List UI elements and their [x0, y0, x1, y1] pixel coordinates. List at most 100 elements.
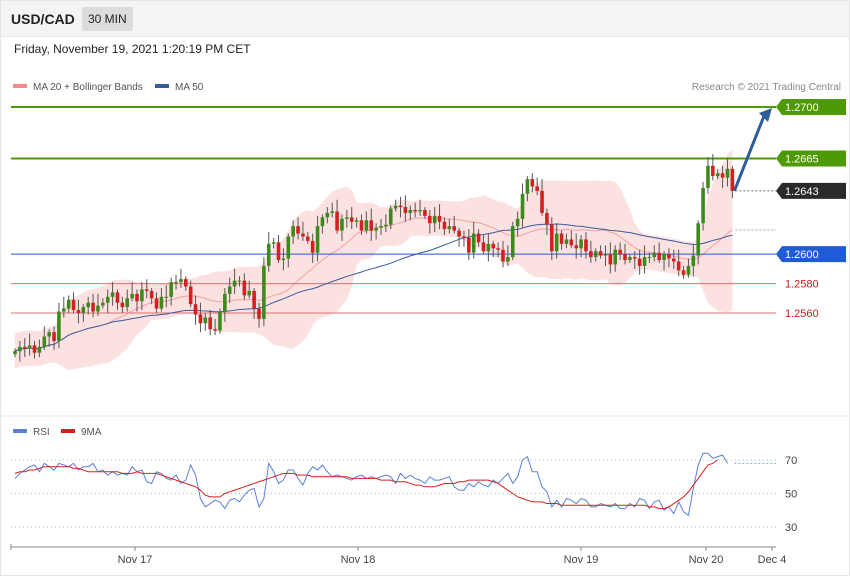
candle-body	[354, 220, 359, 222]
candle-body	[637, 258, 642, 266]
candle-body	[593, 251, 598, 258]
candle-body	[652, 252, 657, 258]
candle-body	[423, 210, 427, 216]
candle-body	[720, 173, 725, 178]
candle-body	[530, 179, 535, 187]
legend-label-0: MA 20 + Bollinger Bands	[33, 82, 143, 93]
candle-body	[476, 233, 481, 243]
candle-body	[535, 186, 539, 191]
candle-body	[608, 254, 613, 265]
ma20-line	[14, 217, 733, 352]
candle-body	[657, 252, 661, 261]
candle-body	[667, 254, 671, 259]
candle-body	[340, 218, 344, 231]
candle-body	[276, 242, 281, 261]
candle-body	[569, 239, 574, 246]
candle-body	[203, 317, 208, 324]
candle-body	[672, 258, 676, 262]
level-tag-0	[776, 99, 846, 115]
candle-body	[159, 296, 164, 309]
toolbar: USD/CAD 30 MIN	[0, 0, 850, 37]
timeframe-button[interactable]: 30 MIN	[82, 7, 133, 31]
candle-body	[223, 293, 227, 312]
x-tick-label-2: Nov 19	[564, 554, 599, 566]
candle-body	[13, 351, 17, 355]
candle-body	[105, 296, 110, 303]
level-label-3: 1.2600	[785, 249, 819, 261]
candle-body	[452, 226, 456, 231]
candle-body	[696, 223, 700, 256]
candle-body	[359, 220, 364, 231]
candle-body	[388, 208, 393, 225]
candle-body	[730, 168, 735, 191]
rsi-level-label-1: 50	[785, 489, 797, 501]
candle-body	[149, 290, 154, 299]
level-label-5: 1.2560	[785, 308, 819, 320]
candle-body	[403, 207, 408, 213]
candle-body	[330, 211, 334, 213]
candle-body	[501, 249, 505, 262]
level-tag-2	[776, 182, 846, 199]
candle-body	[242, 280, 247, 296]
candle-body	[706, 165, 710, 188]
candle-body	[291, 226, 295, 237]
rsi-ma-line	[14, 459, 719, 510]
candle-body	[184, 279, 188, 287]
candle-body	[32, 345, 37, 353]
x-tick-label-0: Nov 17	[118, 554, 153, 566]
candle-body	[135, 293, 139, 302]
candle-body	[115, 292, 120, 303]
candle-body	[154, 298, 159, 309]
candle-body	[120, 302, 125, 308]
candle-body	[515, 218, 520, 227]
candle-body	[686, 265, 691, 275]
candle-body	[681, 270, 686, 275]
candle-body	[496, 248, 500, 250]
candle-body	[408, 210, 413, 213]
candle-body	[62, 308, 66, 312]
candle-body	[86, 302, 90, 308]
candle-body	[579, 239, 583, 249]
candle-body	[101, 302, 105, 306]
candle-body	[301, 233, 305, 237]
candle-body	[379, 226, 383, 228]
candle-body	[462, 236, 466, 238]
candle-body	[76, 310, 81, 313]
level-tag-1	[776, 150, 846, 167]
candle-body	[613, 249, 618, 265]
rsi-legend-label-0: RSI	[33, 427, 50, 438]
candle-body	[169, 282, 173, 297]
legend-label-1: MA 50	[175, 82, 204, 93]
candle-body	[232, 280, 237, 287]
candle-body	[18, 346, 22, 352]
forecast-arrow	[732, 115, 766, 192]
candle-body	[447, 226, 452, 230]
candle-body	[384, 224, 388, 227]
candle-body	[369, 220, 374, 231]
candle-body	[310, 240, 315, 253]
candle-body	[320, 217, 325, 227]
forecast-arrowhead	[759, 108, 772, 122]
candle-body	[257, 308, 261, 319]
candle-body	[374, 227, 378, 231]
candle-body	[252, 290, 256, 309]
candle-body	[208, 317, 212, 330]
legend-swatch-0	[13, 84, 27, 88]
candle-body	[345, 217, 349, 219]
rsi-level-label-2: 30	[785, 522, 797, 534]
rsi-legend-label-1: 9MA	[81, 427, 102, 438]
candle-body	[47, 332, 51, 337]
candle-body	[437, 215, 442, 222]
candle-body	[564, 239, 569, 244]
candle-body	[662, 254, 666, 261]
candle-body	[618, 249, 622, 255]
candle-body	[647, 257, 652, 259]
level-tag-3	[776, 246, 846, 263]
candle-body	[623, 254, 627, 261]
candle-body	[632, 257, 637, 259]
candle-body	[457, 230, 461, 237]
candle-body	[315, 226, 320, 253]
level-label-2: 1.2643	[785, 186, 819, 198]
rsi-legend-swatch-0	[13, 429, 27, 433]
